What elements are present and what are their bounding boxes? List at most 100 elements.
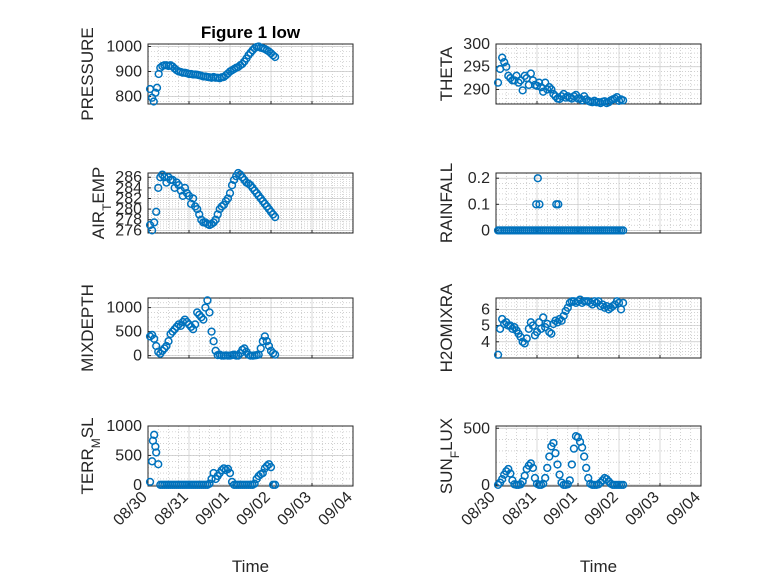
data-point [270,52,280,62]
data-point [197,313,206,322]
data-point [164,337,173,346]
data-point [590,297,599,306]
data-point [567,460,576,469]
y-tick-label: 5 [481,318,490,335]
data-point [553,460,562,469]
data-point [211,215,220,224]
data-point [188,325,198,334]
data-point [180,183,190,193]
y-axis-label: SUNFLUX [437,418,462,494]
data-point [154,460,163,469]
data-point [223,194,233,203]
data-point [498,53,507,62]
data-point [205,308,214,317]
data-point [524,461,533,470]
data-point [201,303,210,312]
y-tick-label: 0 [481,222,490,239]
data-point [213,210,222,219]
data-point [549,89,558,99]
data-point [618,298,628,308]
y-axis-label: AIRTEMP [89,167,114,240]
data-point [191,320,200,329]
x-axis-label: Time [232,557,269,576]
y-tick-label: 1000 [106,418,142,435]
x-tick-label: 08/31 [499,489,539,529]
y-tick-label: 0.2 [468,170,490,187]
data-point [569,444,579,453]
data-point [152,448,161,457]
data-point [258,337,267,346]
data-point [618,226,628,235]
data-point [193,204,202,214]
data-point [260,332,270,341]
y-axis-label: RAINFALL [437,163,456,243]
subplot-1: 800 900 1000 PRESSURE Figure 1 low [78,23,354,121]
data-point [182,317,192,327]
data-point [244,179,253,188]
data-point [207,219,216,229]
y-tick-label: 500 [463,420,490,437]
data-point [526,459,535,468]
data-point [582,463,591,473]
y-axis-label: PRESSURE [78,27,97,121]
y-axis-label: THETA [437,46,456,101]
data-point [193,308,202,317]
data-point [518,86,527,95]
data-point [543,463,552,473]
data-point [234,168,243,178]
data-point [536,324,546,333]
subplot-7: 0 500 1000 08/30 08/31 09/01 09/02 09/03 09/04 Ti… [78,417,356,576]
data-point [528,463,538,473]
y-tick-label: 282 [115,190,142,207]
data-point [500,58,509,67]
data-point [225,468,235,478]
data-point [203,296,212,305]
data-point [547,329,556,338]
data-point [493,480,503,490]
data-point [539,87,548,96]
data-point [532,200,541,209]
y-tick-label: 1000 [106,39,142,56]
data-point [188,194,198,203]
data-point [150,218,159,227]
y-tick-label: 800 [115,89,142,106]
y-tick-label: 290 [463,81,490,98]
data-point [186,322,196,331]
axes-border [147,425,354,487]
data-point [158,346,167,355]
y-tick-label: 500 [115,324,142,341]
data-point [545,452,554,461]
x-tick-label: 09/02 [581,489,621,529]
data-point [555,470,564,479]
y-axis-label: H2OMIXRA [437,283,456,372]
x-tick-label: 09/04 [315,489,355,529]
subplot-4: 0 0.1 0.2 RAINFALL [437,163,702,243]
data-point [549,438,558,448]
data-point [172,322,181,331]
data-point [199,315,208,324]
data-point [154,183,163,193]
data-point [493,350,503,359]
data-point [180,315,190,324]
x-axis-label: Time [580,557,617,576]
chart-title: Figure 1 low [201,23,301,42]
data-point [151,442,160,451]
data-point [565,476,574,485]
data-point [162,341,171,351]
data-point [270,350,280,359]
data-point [151,88,160,97]
data-point [205,479,214,488]
x-tick-label: 09/04 [663,489,703,529]
y-tick-label: 295 [463,59,490,76]
data-point [535,200,544,209]
data-point [217,202,226,211]
x-tick-label: 09/03 [622,489,662,529]
data-point [262,461,272,471]
data-point [266,463,276,472]
data-point [580,452,589,461]
data-point [225,189,235,198]
data-point [502,467,511,476]
data-point [170,325,179,334]
y-tick-label: 900 [115,64,142,81]
